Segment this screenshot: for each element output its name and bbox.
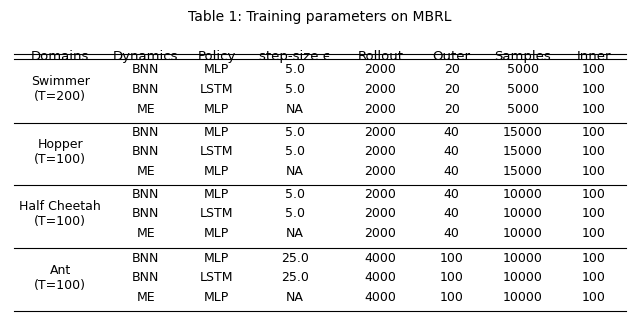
- Text: 10000: 10000: [503, 188, 543, 201]
- Text: 2000: 2000: [365, 227, 396, 240]
- Text: 2000: 2000: [365, 83, 396, 96]
- Text: 5.0: 5.0: [285, 188, 305, 201]
- Text: 5.0: 5.0: [285, 145, 305, 158]
- Text: Rollout: Rollout: [358, 50, 403, 63]
- Text: 15000: 15000: [503, 145, 543, 158]
- Text: BNN: BNN: [132, 126, 159, 138]
- Text: 40: 40: [444, 188, 460, 201]
- Text: MLP: MLP: [204, 63, 230, 76]
- Text: 4000: 4000: [365, 271, 396, 284]
- Text: BNN: BNN: [132, 252, 159, 265]
- Text: Half Cheetah
(T=100): Half Cheetah (T=100): [19, 200, 101, 228]
- Text: 2000: 2000: [365, 145, 396, 158]
- Text: 20: 20: [444, 103, 460, 116]
- Text: ME: ME: [136, 227, 155, 240]
- Text: BNN: BNN: [132, 271, 159, 284]
- Text: 2000: 2000: [365, 103, 396, 116]
- Text: Ant
(T=100): Ant (T=100): [35, 264, 86, 292]
- Text: 5.0: 5.0: [285, 126, 305, 138]
- Text: NA: NA: [286, 291, 304, 304]
- Text: MLP: MLP: [204, 227, 230, 240]
- Text: 2000: 2000: [365, 208, 396, 220]
- Text: Outer: Outer: [433, 50, 470, 63]
- Text: MLP: MLP: [204, 126, 230, 138]
- Text: BNN: BNN: [132, 63, 159, 76]
- Text: 25.0: 25.0: [281, 271, 309, 284]
- Text: LSTM: LSTM: [200, 145, 234, 158]
- Text: Inner: Inner: [577, 50, 611, 63]
- Text: 20: 20: [444, 83, 460, 96]
- Text: 25.0: 25.0: [281, 252, 309, 265]
- Text: 5.0: 5.0: [285, 83, 305, 96]
- Text: Swimmer
(T=200): Swimmer (T=200): [31, 75, 90, 104]
- Text: 10000: 10000: [503, 208, 543, 220]
- Text: 40: 40: [444, 126, 460, 138]
- Text: NA: NA: [286, 103, 304, 116]
- Text: 2000: 2000: [365, 63, 396, 76]
- Text: 40: 40: [444, 208, 460, 220]
- Text: 100: 100: [582, 126, 606, 138]
- Text: 100: 100: [582, 188, 606, 201]
- Text: 100: 100: [440, 252, 463, 265]
- Text: step-size ϵ: step-size ϵ: [259, 50, 331, 63]
- Text: 20: 20: [444, 63, 460, 76]
- Text: 2000: 2000: [365, 126, 396, 138]
- Text: BNN: BNN: [132, 83, 159, 96]
- Text: 100: 100: [582, 208, 606, 220]
- Text: ME: ME: [136, 291, 155, 304]
- Text: Dynamics: Dynamics: [113, 50, 179, 63]
- Text: MLP: MLP: [204, 165, 230, 178]
- Text: ME: ME: [136, 165, 155, 178]
- Text: 4000: 4000: [365, 252, 396, 265]
- Text: Table 1: Training parameters on MBRL: Table 1: Training parameters on MBRL: [188, 10, 452, 24]
- Text: LSTM: LSTM: [200, 83, 234, 96]
- Text: 100: 100: [582, 291, 606, 304]
- Text: 100: 100: [582, 145, 606, 158]
- Text: 5000: 5000: [507, 83, 539, 96]
- Text: 15000: 15000: [503, 126, 543, 138]
- Text: 5.0: 5.0: [285, 208, 305, 220]
- Text: 40: 40: [444, 165, 460, 178]
- Text: 100: 100: [582, 165, 606, 178]
- Text: 40: 40: [444, 227, 460, 240]
- Text: BNN: BNN: [132, 188, 159, 201]
- Text: NA: NA: [286, 227, 304, 240]
- Text: 100: 100: [440, 291, 463, 304]
- Text: 100: 100: [440, 271, 463, 284]
- Text: 10000: 10000: [503, 271, 543, 284]
- Text: 100: 100: [582, 252, 606, 265]
- Text: 5000: 5000: [507, 103, 539, 116]
- Text: LSTM: LSTM: [200, 271, 234, 284]
- Text: NA: NA: [286, 165, 304, 178]
- Text: LSTM: LSTM: [200, 208, 234, 220]
- Text: MLP: MLP: [204, 103, 230, 116]
- Text: Domains: Domains: [31, 50, 90, 63]
- Text: Samples: Samples: [494, 50, 551, 63]
- Text: 2000: 2000: [365, 165, 396, 178]
- Text: 10000: 10000: [503, 227, 543, 240]
- Text: 5000: 5000: [507, 63, 539, 76]
- Text: MLP: MLP: [204, 188, 230, 201]
- Text: 100: 100: [582, 83, 606, 96]
- Text: BNN: BNN: [132, 145, 159, 158]
- Text: 100: 100: [582, 63, 606, 76]
- Text: MLP: MLP: [204, 291, 230, 304]
- Text: 4000: 4000: [365, 291, 396, 304]
- Text: 10000: 10000: [503, 291, 543, 304]
- Text: MLP: MLP: [204, 252, 230, 265]
- Text: Hopper
(T=100): Hopper (T=100): [35, 138, 86, 166]
- Text: 5.0: 5.0: [285, 63, 305, 76]
- Text: 2000: 2000: [365, 188, 396, 201]
- Text: 40: 40: [444, 145, 460, 158]
- Text: ME: ME: [136, 103, 155, 116]
- Text: 100: 100: [582, 103, 606, 116]
- Text: Policy: Policy: [198, 50, 236, 63]
- Text: BNN: BNN: [132, 208, 159, 220]
- Text: 15000: 15000: [503, 165, 543, 178]
- Text: 100: 100: [582, 271, 606, 284]
- Text: 10000: 10000: [503, 252, 543, 265]
- Text: 100: 100: [582, 227, 606, 240]
